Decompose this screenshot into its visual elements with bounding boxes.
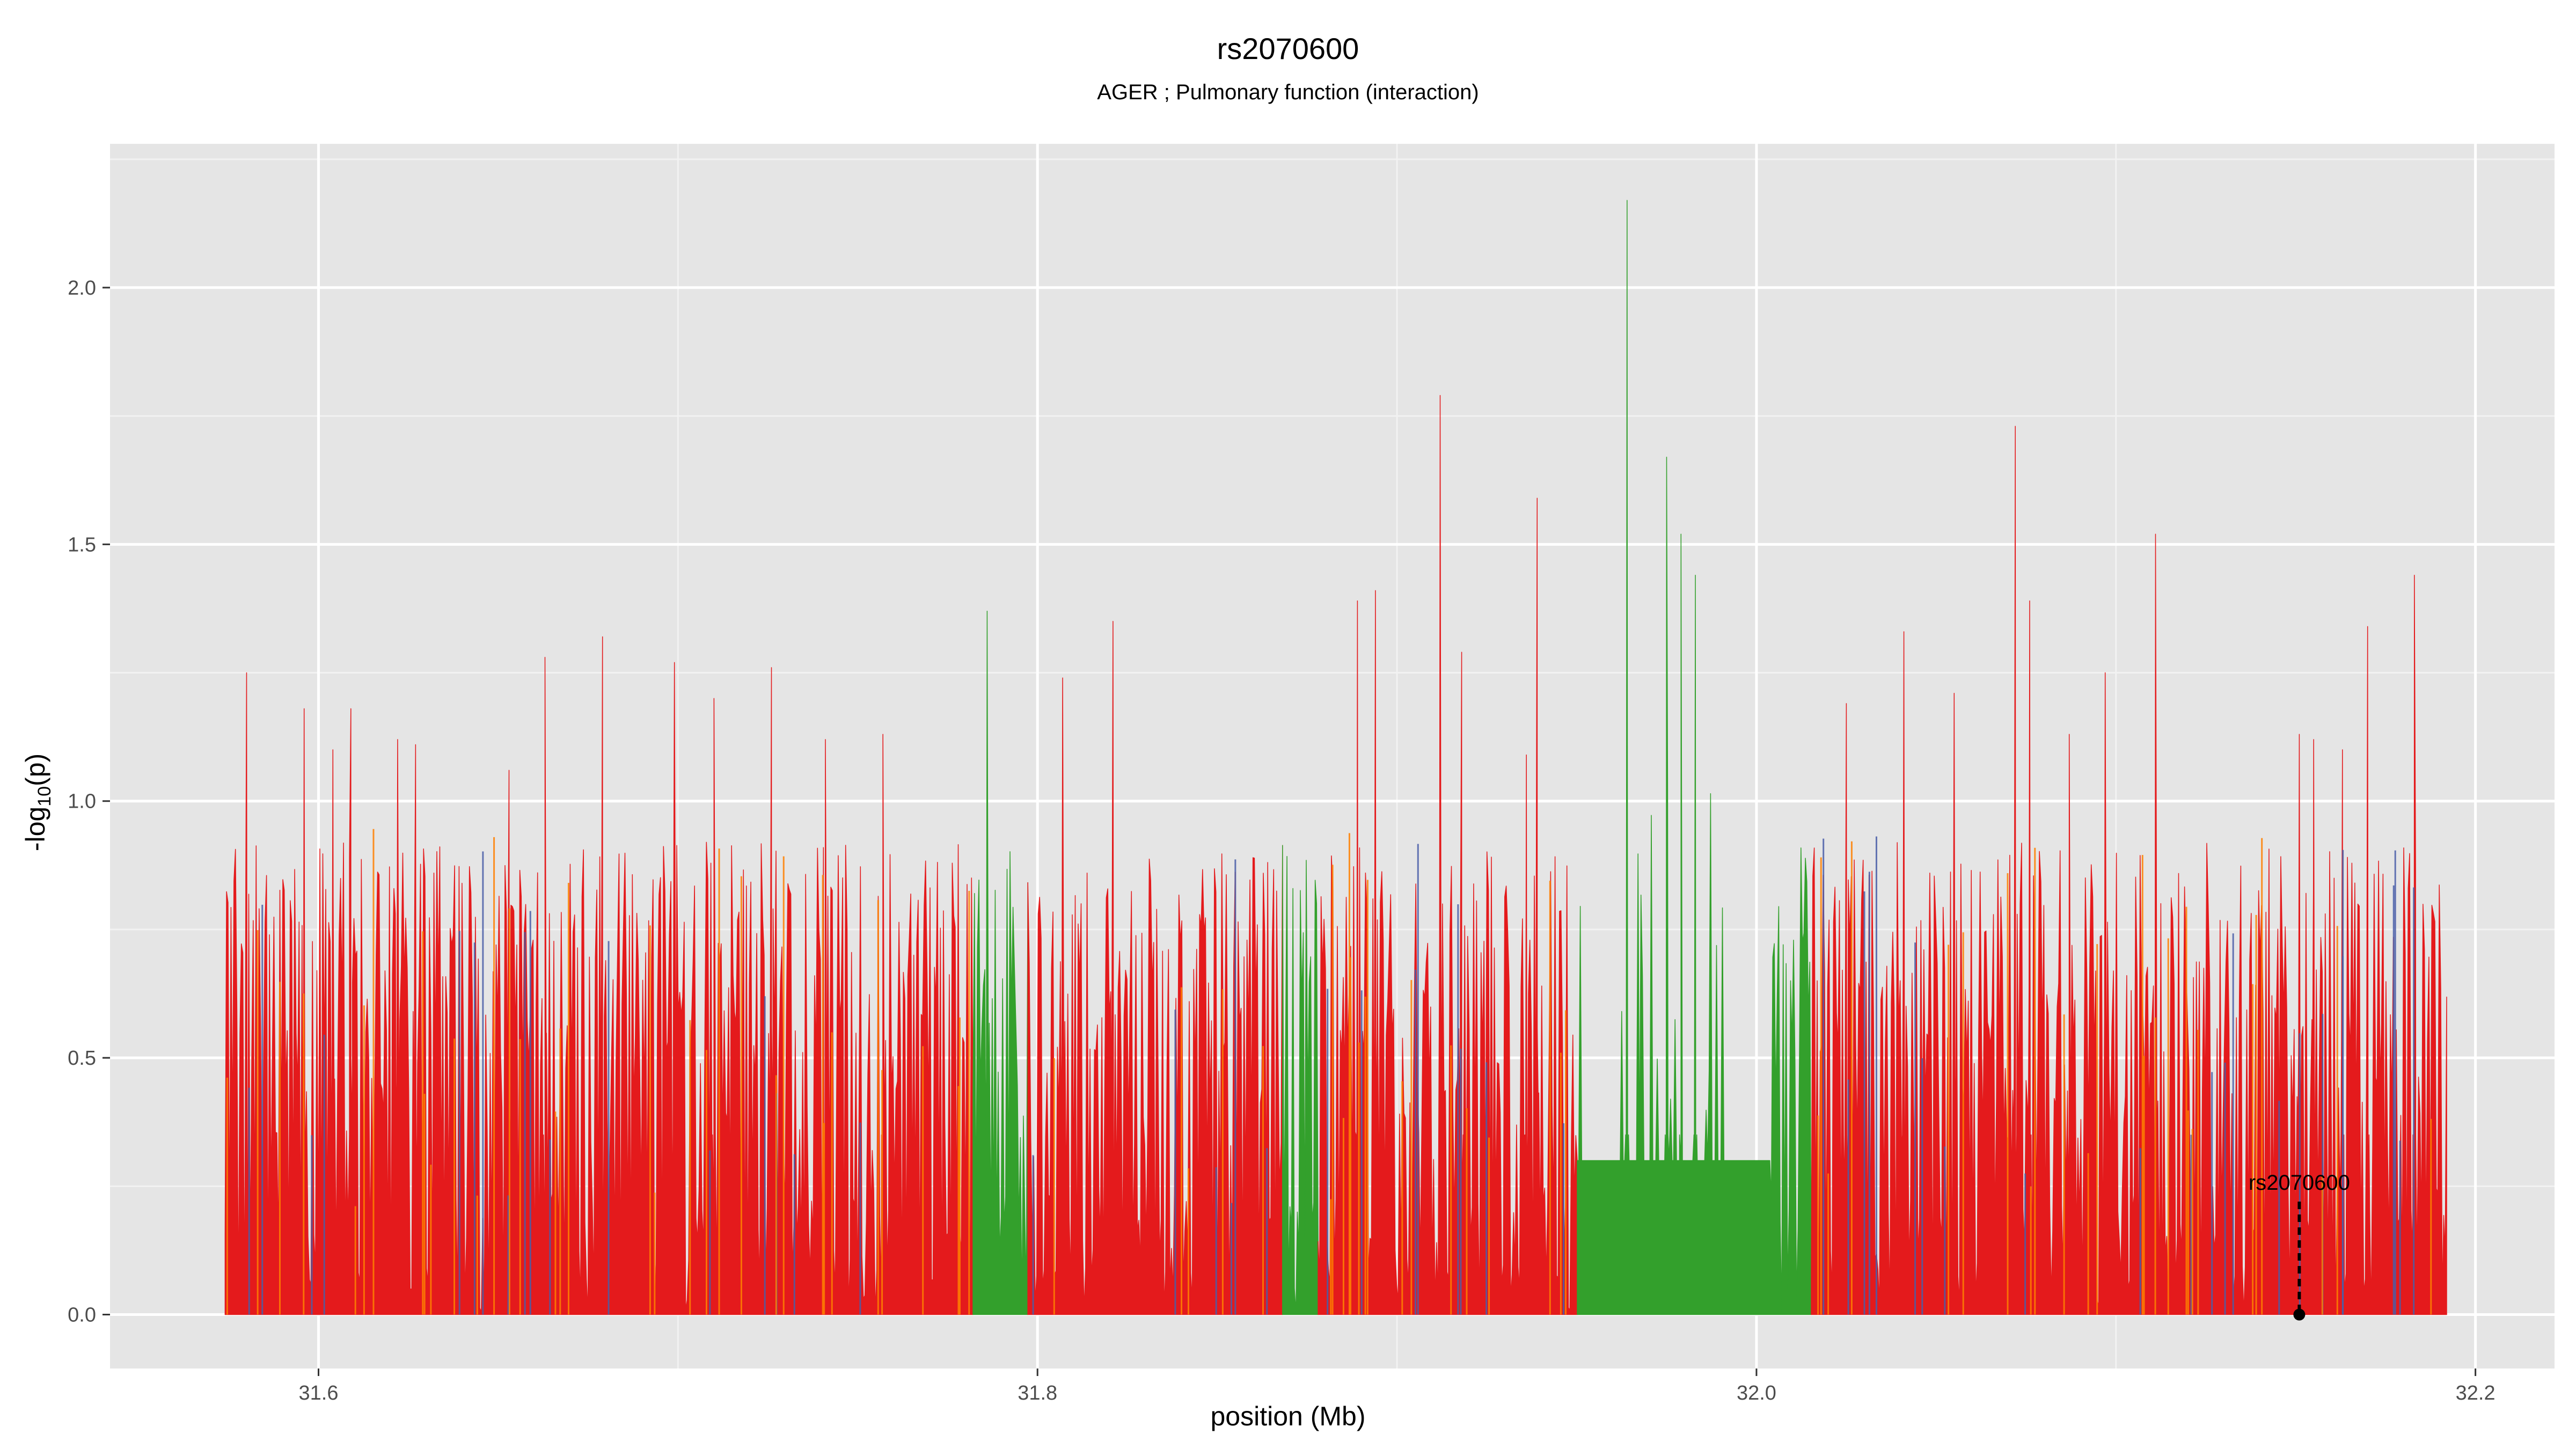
y-axis-label-subscript: 10	[34, 786, 55, 807]
y-tick-label: 0.0	[68, 1304, 96, 1327]
chart-subtitle: AGER ; Pulmonary function (interaction)	[1097, 80, 1479, 104]
signal-area-red	[224, 636, 974, 1315]
y-tick-label: 1.0	[68, 791, 96, 813]
y-axis-label: -log10(p)	[20, 753, 55, 851]
chart-title: rs2070600	[1217, 32, 1359, 65]
x-tick-label: 31.8	[1018, 1382, 1057, 1404]
y-tick-label: 2.0	[68, 277, 96, 299]
signal-area-green	[972, 610, 1028, 1315]
snp-annotation: rs2070600	[2249, 1171, 2350, 1321]
x-axis-ticks: 31.6 31.8 32.0 32.2	[299, 1368, 2496, 1404]
y-axis-label-suffix: (p)	[20, 753, 50, 786]
signal-area-red	[1318, 395, 1578, 1315]
association-signal-series	[224, 200, 2447, 1315]
y-tick-label: 0.5	[68, 1047, 96, 1070]
y-tick-label: 1.5	[68, 533, 96, 556]
x-tick-label: 32.0	[1737, 1382, 1776, 1404]
x-tick-label: 32.2	[2456, 1382, 2496, 1404]
signal-area-red	[1027, 621, 1283, 1315]
snp-label: rs2070600	[2249, 1171, 2350, 1195]
y-axis-label-prefix: -log	[20, 806, 50, 852]
x-tick-label: 31.6	[299, 1382, 339, 1404]
x-axis-label: position (Mb)	[1210, 1401, 1366, 1431]
signal-area-green	[1577, 200, 1812, 1315]
snp-marker-point[interactable]	[2293, 1308, 2306, 1321]
signal-area-green	[1282, 845, 1319, 1315]
y-axis-ticks: 0.0 0.5 1.0 1.5 2.0	[68, 277, 110, 1327]
